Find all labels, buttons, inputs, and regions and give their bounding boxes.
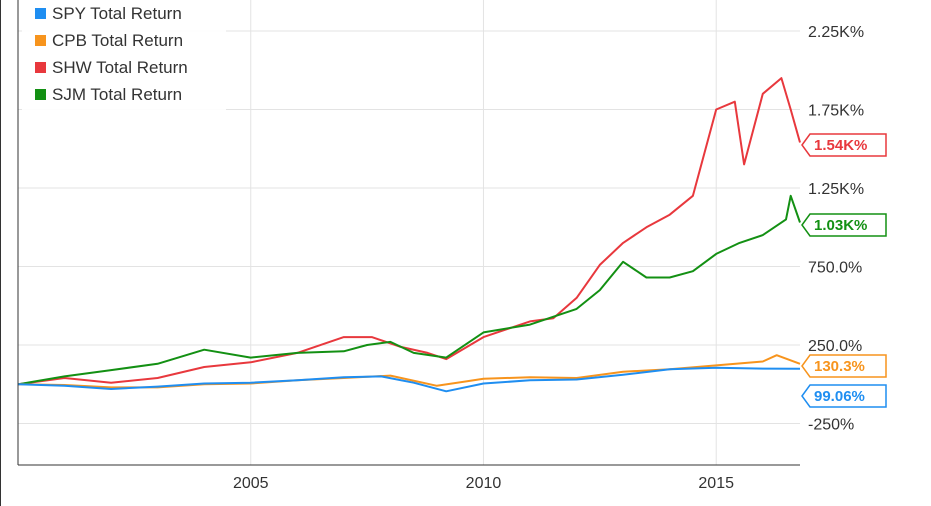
- y-tick-label: 1.75K%: [808, 103, 864, 120]
- x-tick-label: 2010: [466, 475, 502, 492]
- legend-swatch-spy: [35, 8, 46, 19]
- legend-item-spy[interactable]: SPY Total Return: [22, 0, 226, 27]
- x-tick-label: 2015: [698, 475, 734, 492]
- series-lines: [17, 77, 801, 393]
- end-value-label: 1.03K%: [814, 217, 867, 234]
- legend-swatch-cpb: [35, 35, 46, 46]
- end-label-box: [801, 133, 887, 157]
- y-tick-label: -250%: [808, 417, 854, 434]
- legend-label-shw: SHW Total Return: [52, 57, 188, 77]
- series-line-shw: [17, 77, 801, 386]
- legend: SPY Total Return CPB Total Return SHW To…: [22, 0, 226, 110]
- end-labels: 1.54K% 1.03K% 130.3% 99.06%: [801, 133, 887, 408]
- y-tick-label: 1.25K%: [808, 181, 864, 198]
- end-value-label: 99.06%: [814, 388, 865, 405]
- legend-label-cpb: CPB Total Return: [52, 30, 184, 50]
- legend-item-sjm[interactable]: SJM Total Return: [22, 81, 226, 108]
- y-tick-label: 250.0%: [808, 338, 862, 355]
- end-label-box: [801, 354, 887, 378]
- y-tick-label: 750.0%: [808, 260, 862, 277]
- legend-swatch-shw: [35, 62, 46, 73]
- legend-label-sjm: SJM Total Return: [52, 84, 183, 104]
- series-line-spy: [17, 366, 801, 393]
- end-label-box: [801, 384, 887, 408]
- axes: 2.25K% 1.75K% 1.25K% 750.0% 250.0% -250% 2005 2…: [0, 0, 864, 506]
- end-value-label: 1.54K%: [814, 137, 867, 154]
- end-value-label: 130.3%: [814, 358, 865, 375]
- y-tick-label: 2.25K%: [808, 24, 864, 41]
- legend-swatch-sjm: [35, 89, 46, 100]
- series-line-sjm: [17, 194, 801, 386]
- legend-item-cpb[interactable]: CPB Total Return: [22, 27, 226, 54]
- legend-label-spy: SPY Total Return: [52, 3, 182, 23]
- legend-item-shw[interactable]: SHW Total Return: [22, 54, 226, 81]
- end-label-box: [801, 213, 887, 237]
- x-tick-label: 2005: [233, 475, 269, 492]
